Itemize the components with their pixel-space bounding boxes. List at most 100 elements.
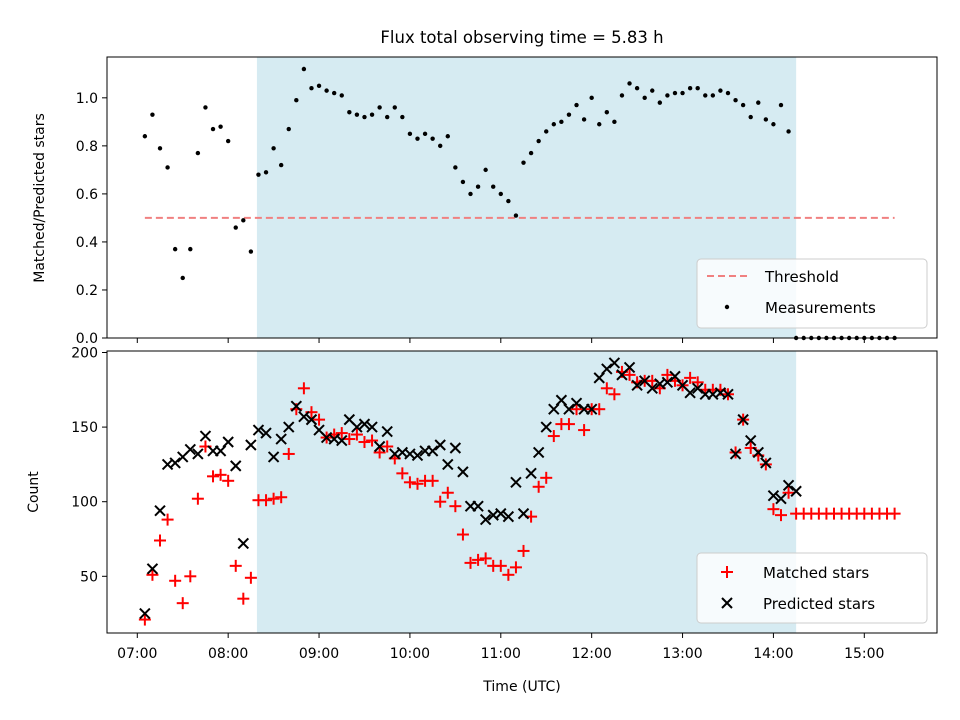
matched-star-point	[479, 552, 492, 565]
predicted-legend-label: Predicted stars	[763, 595, 875, 613]
matched-star-point	[540, 471, 553, 484]
predicted-star-points	[139, 357, 802, 620]
predicted-star-point	[601, 363, 613, 375]
matched-star-point	[472, 553, 485, 566]
matched-star-point	[623, 368, 636, 381]
matched-star-point	[759, 458, 772, 471]
bottom-y-tick-label: 100	[71, 495, 98, 511]
measurement-point	[740, 102, 746, 108]
predicted-star-point	[737, 413, 749, 426]
measurement-point	[763, 117, 769, 122]
x-tick-label: 13:00	[662, 646, 702, 662]
measurement-point	[453, 165, 458, 170]
predicted-star-point	[585, 403, 598, 415]
measurement-point	[604, 110, 610, 115]
measurement-point	[400, 114, 405, 120]
measurement-point	[256, 172, 261, 177]
measurement-point	[316, 83, 322, 89]
matched-star-point	[373, 446, 386, 459]
x-tick-label: 14:00	[753, 646, 793, 662]
matched-star-point	[176, 597, 189, 610]
measurement-point	[521, 160, 526, 165]
matched-star-point	[191, 492, 204, 505]
top-axes: 0.0 0.2 0.4 0.6 0.8 1.0	[76, 91, 865, 347]
predicted-star-point	[283, 421, 295, 433]
matched-legend-swatch	[721, 566, 733, 578]
measurement-point	[491, 184, 496, 189]
predicted-legend-swatch	[721, 597, 733, 609]
measurement-point	[756, 100, 761, 105]
matched-star-point	[600, 382, 613, 395]
predicted-star-point	[373, 440, 386, 453]
measurement-point	[498, 191, 503, 197]
matched-star-point	[593, 403, 606, 416]
measurement-point	[347, 110, 352, 115]
measurement-point	[778, 102, 784, 108]
measurement-point	[407, 131, 413, 137]
predicted-star-point	[623, 361, 636, 374]
matched-star-point	[532, 480, 545, 493]
top-y-tick-label: 0.6	[76, 187, 98, 203]
predicted-star-point	[760, 457, 772, 469]
top-panel: 0.0 0.2 0.4 0.6 0.8 1.0 Flux total observing …	[32, 28, 938, 347]
matched-star-point	[434, 495, 447, 508]
measurement-point	[188, 246, 193, 252]
measurement-point	[544, 129, 549, 134]
measurement-point	[241, 218, 246, 223]
x-tick-label: 10:00	[390, 646, 430, 662]
measurement-point	[233, 225, 238, 230]
matched-star-point	[502, 568, 515, 581]
x-axis-label: Time (UTC)	[482, 679, 560, 695]
predicted-star-point	[154, 504, 166, 517]
top-plot-frame	[106, 56, 938, 339]
measurement-point	[513, 213, 519, 218]
measurement-point	[672, 90, 678, 96]
measurements-legend-label: Measurements	[765, 299, 876, 317]
top-legend: Threshold Measurements	[696, 258, 928, 329]
matched-star-point	[207, 470, 220, 483]
measurement-point	[460, 179, 466, 185]
matched-star-point	[214, 468, 227, 481]
predicted-star-point	[366, 421, 378, 433]
measurement-point	[650, 88, 655, 93]
measurement-point	[581, 117, 587, 122]
predicted-star-point	[139, 607, 151, 620]
matched-star-point	[161, 513, 174, 526]
measurement-point	[165, 165, 170, 170]
predicted-star-point	[298, 410, 310, 423]
predicted-star-point	[237, 537, 250, 550]
matched-star-point	[154, 534, 167, 547]
matched-star-point	[767, 503, 780, 516]
matched-star-point	[358, 436, 371, 449]
matched-star-point	[449, 500, 462, 513]
matched-star-point	[169, 574, 182, 587]
predicted-star-point	[722, 388, 734, 400]
matched-star-point	[547, 430, 560, 443]
predicted-star-point	[169, 457, 181, 469]
measurement-point	[528, 150, 534, 156]
predicted-star-point	[358, 418, 371, 430]
predicted-star-point	[502, 510, 515, 523]
predicted-star-point	[434, 439, 446, 451]
predicted-star-point	[442, 458, 454, 471]
matched-star-point	[684, 371, 697, 384]
measurement-point	[422, 131, 428, 137]
matched-star-point	[494, 559, 507, 572]
predicted-star-point	[290, 400, 303, 412]
matched-star-point	[366, 434, 379, 447]
predicted-star-point	[752, 446, 764, 459]
matched-star-point	[297, 382, 310, 395]
matched-star-point	[396, 467, 409, 480]
matched-star-point	[562, 418, 575, 431]
measurement-point	[271, 146, 276, 151]
bottom-y-axis-label: Count	[26, 471, 42, 513]
bottom-axes: 50 100 150 200 07:00 08:00 09:00 10:00 11:00 12:0…	[71, 345, 884, 662]
measurement-point	[377, 105, 382, 110]
predicted-star-point	[767, 490, 780, 502]
predicted-star-point	[457, 466, 469, 478]
top-y-axis-label: Matched/Predicted stars	[32, 113, 48, 283]
measurement-point	[695, 86, 700, 91]
measurement-point	[278, 162, 284, 168]
measurement-point	[392, 105, 397, 110]
predicted-star-point	[540, 421, 552, 433]
